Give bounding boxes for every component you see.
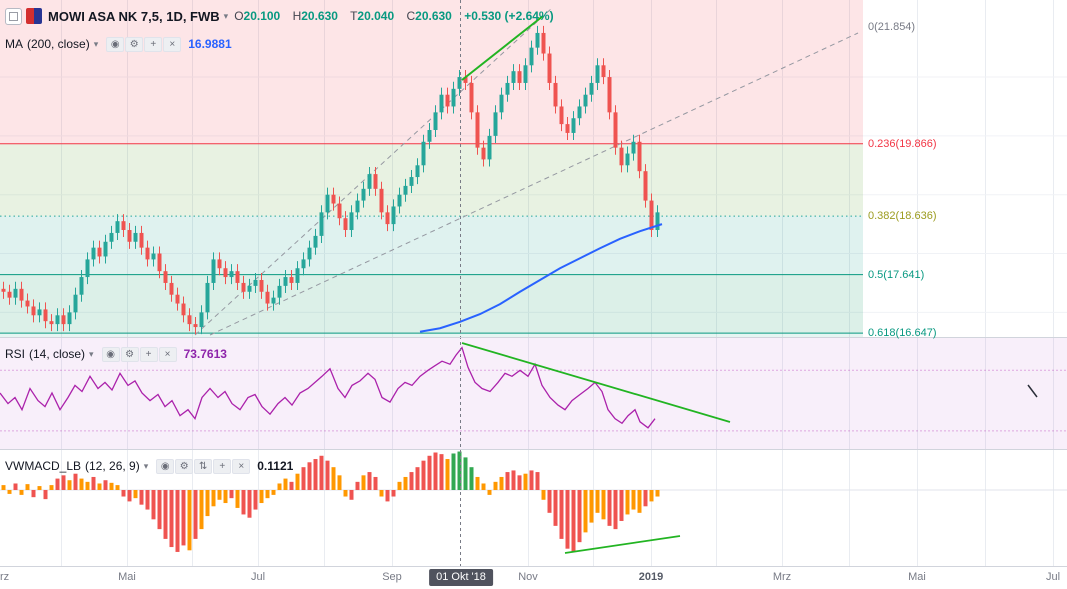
high-value: 20.630 [301,9,338,23]
crosshair-date-badge: 01 Okt '18 [429,569,493,586]
visibility-icon[interactable]: ◉ [156,458,175,474]
close-icon[interactable]: × [232,458,251,474]
ma-indicator-title[interactable]: MA [5,37,23,51]
chevron-down-icon[interactable]: ▾ [223,10,229,21]
collapse-icon [9,11,18,21]
high-label: H [292,9,302,23]
chevron-down-icon[interactable]: ▾ [143,460,149,471]
time-axis-label: Mai [118,571,136,583]
close-icon[interactable]: × [163,36,182,52]
rsi-indicator-title[interactable]: RSI [5,347,26,361]
time-axis-label: Mrz [772,571,792,583]
rsi-legend: RSI (14, close) ▾ ◉ ⚙ + × 73.7613 [5,344,227,364]
macd-indicator-title[interactable]: VWMACD_LB [5,459,82,473]
time-axis[interactable]: 01 Okt '18 Mrz Mai Jul Sep Nov 2019 Mrz Mai Jul [0,566,1067,589]
chevron-down-icon[interactable]: ▾ [93,38,99,49]
time-axis-label: Mai [908,571,926,583]
close-label: C [406,9,416,23]
ohlc-values: O20.100 H20.630 T20.040 C20.630 +0.530 (… [234,9,553,23]
rsi-value: 73.7613 [183,347,227,361]
ma-legend-buttons: ◉ ⚙ + × [106,36,182,52]
low-value: 20.040 [357,9,395,23]
close-value: 20.630 [415,9,452,23]
rsi-indicator-params: (14, close) [29,347,86,361]
plus-icon[interactable]: + [213,458,232,474]
chevron-down-icon[interactable]: ▾ [89,348,94,359]
time-axis-label: Jul [250,571,266,583]
close-icon[interactable]: × [158,346,177,362]
plus-icon[interactable]: + [144,36,163,52]
symbol-legend: MOWI ASA NK 7,5, 1D, FWB ▾ O20.100 H20.6… [5,6,554,26]
plus-icon[interactable]: + [139,346,158,362]
open-label: O [234,9,244,23]
settings-icon[interactable]: ⚙ [175,458,194,474]
time-axis-label: Jul [1045,571,1061,583]
ma-legend: MA (200, close) ▾ ◉ ⚙ + × 16.9881 [5,34,232,54]
macd-value: 0.1121 [257,459,294,473]
time-axis-label: 2019 [638,571,664,583]
low-label: T [350,9,358,23]
macd-indicator-params: (12, 26, 9) [85,459,140,473]
symbol-logo [26,8,42,24]
ma-indicator-params: (200, close) [27,37,90,51]
time-axis-label: Sep [382,571,402,583]
ma-value: 16.9881 [188,37,232,51]
settings-icon[interactable]: ⚙ [125,36,144,52]
symbol-title[interactable]: MOWI ASA NK 7,5, 1D, FWB [48,8,220,24]
settings-icon[interactable]: ⚙ [120,346,139,362]
rsi-legend-buttons: ◉ ⚙ + × [101,346,178,362]
macd-legend: VWMACD_LB (12, 26, 9) ▾ ◉ ⚙ ⇅ + × 0.1121 [5,456,293,476]
move-pane-icon[interactable]: ⇅ [194,458,213,474]
chart-canvas[interactable] [0,0,1067,566]
time-axis-label: Nov [518,571,538,583]
change-value: +0.530 (+2.64%) [464,9,554,23]
visibility-icon[interactable]: ◉ [101,346,120,362]
macd-legend-buttons: ◉ ⚙ ⇅ + × [156,458,251,474]
open-value: 20.100 [243,9,281,23]
time-axis-label: Mrz [0,571,10,583]
legend-collapse-button[interactable] [5,7,22,25]
visibility-icon[interactable]: ◉ [106,36,125,52]
